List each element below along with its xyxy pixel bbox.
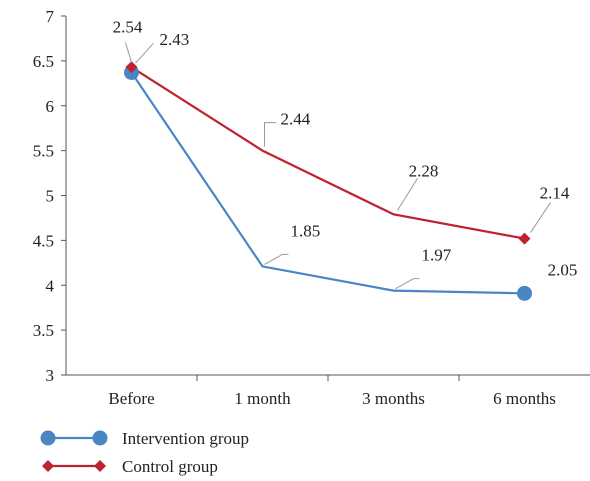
y-tick-label: 3 [46, 366, 55, 385]
legend-marker-diamond [42, 460, 54, 472]
axes: 3 3.5 4 4.5 5 5.5 6 6.5 7 Before 1 month 3 months 6 … [33, 7, 590, 408]
leader-line [395, 278, 420, 290]
legend-marker-circle [40, 430, 56, 446]
leader-line [397, 178, 418, 211]
series-line-1 [130, 66, 525, 240]
y-tick-label: 4.5 [33, 231, 54, 250]
y-tick-label: 5.5 [33, 142, 54, 161]
data-label: 2.14 [540, 184, 570, 203]
legend-marker-diamond [94, 460, 106, 472]
legend-entry-label: Intervention group [122, 429, 249, 448]
legend-entry-label: Control group [122, 457, 218, 476]
series-point-intervention [517, 285, 532, 301]
data-label: 2.54 [113, 18, 143, 37]
y-tick-label: 7 [46, 7, 55, 26]
y-tick-label: 3.5 [33, 321, 54, 340]
data-label: 1.97 [422, 246, 452, 265]
leader-line [264, 253, 289, 265]
series-point-control [518, 232, 531, 245]
y-tick-label: 6.5 [33, 52, 54, 71]
legend-marker-circle [92, 430, 108, 446]
data-labels: 2.54 1.85 1.97 2.05 2.43 2.44 2.28 2.14 [113, 18, 578, 290]
x-category-label: 1 month [234, 389, 291, 408]
y-tick-label: 6 [46, 97, 55, 116]
y-tick-label: 5 [46, 187, 55, 206]
data-label: 1.85 [291, 221, 321, 240]
leader-line [125, 42, 132, 63]
series-point-control [125, 61, 138, 74]
x-category-label: 3 months [362, 389, 425, 408]
series-layer [124, 61, 532, 301]
data-label: 2.44 [281, 110, 311, 129]
x-category-label: 6 months [493, 389, 556, 408]
y-tick-label: 4 [46, 276, 55, 295]
data-label: 2.43 [160, 30, 190, 49]
leader-line [135, 42, 154, 64]
data-label: 2.28 [409, 161, 439, 180]
leader-line [530, 202, 551, 233]
series-line-0 [130, 71, 525, 295]
x-category-label: Before [108, 389, 154, 408]
data-label: 2.05 [548, 260, 578, 279]
legend: Intervention group Control group [40, 429, 249, 476]
leader-line [264, 122, 277, 147]
